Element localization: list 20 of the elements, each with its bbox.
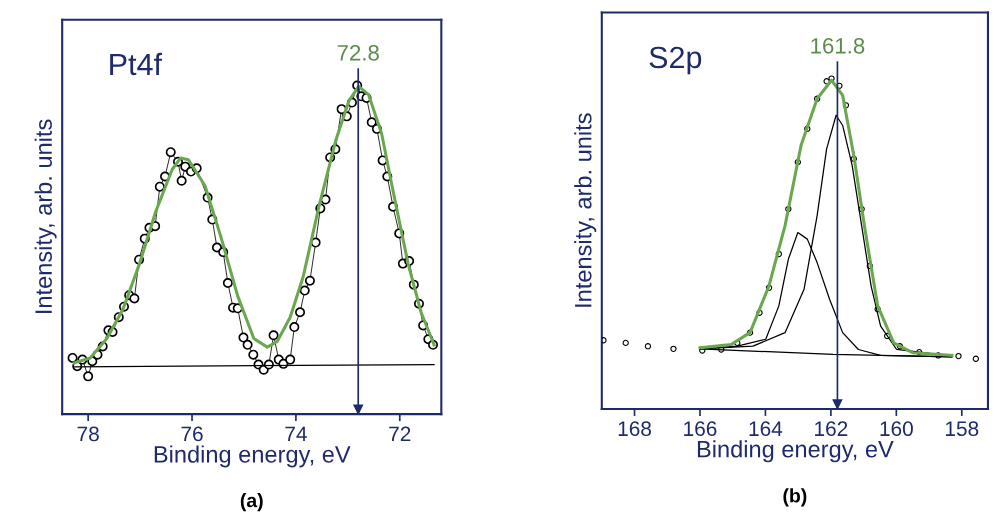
text: (b): [783, 488, 807, 507]
x-tick-label: 78: [77, 426, 99, 442]
x-tick-label: 160: [880, 421, 913, 437]
x-axis-title: Binding energy, eV: [154, 445, 351, 468]
chart-title: Pt4f: [110, 52, 163, 76]
x-tick-label: 162: [815, 421, 848, 437]
ref-line-label: 72.8: [337, 44, 379, 61]
x-tick-label: 164: [749, 421, 783, 437]
x-axis-title: Binding energy, eV: [697, 440, 894, 463]
x-tick-label: 72: [389, 426, 411, 442]
y-axis-title: Intensity, arb. units: [34, 119, 57, 313]
x-tick-label: 166: [684, 421, 717, 437]
x-tick-label: 74: [285, 426, 307, 442]
y-axis-title: Intensity, arb. units: [574, 113, 597, 307]
ref-line-label: 161.8: [811, 37, 865, 54]
chart-title: S2p: [649, 46, 702, 75]
x-tick-label: 168: [618, 421, 651, 437]
x-tick-label: 76: [181, 426, 203, 442]
x-tick-label: 158: [945, 421, 979, 437]
text: (a): [240, 493, 263, 512]
